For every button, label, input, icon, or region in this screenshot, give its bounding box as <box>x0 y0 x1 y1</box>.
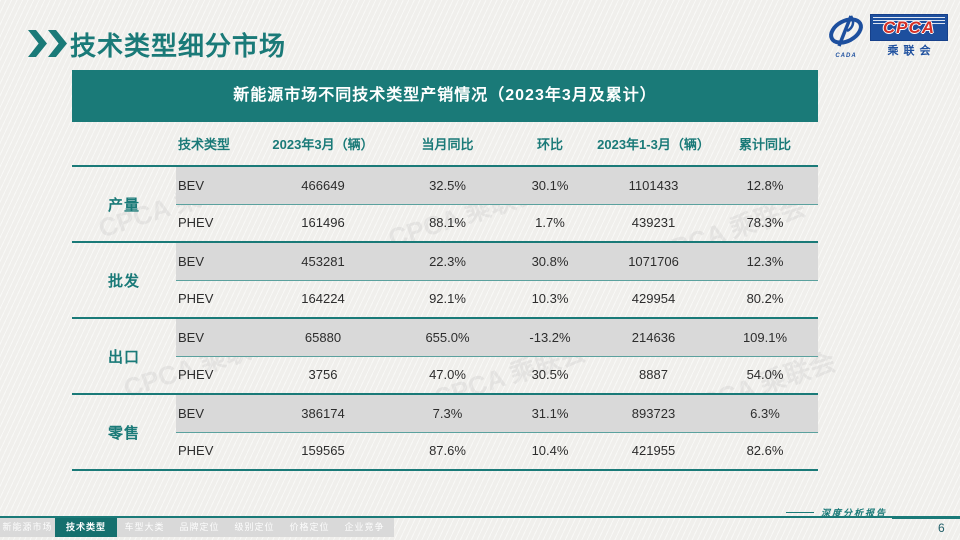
org-name-label: 乘联会 <box>887 45 936 57</box>
table-cell: 164224 <box>256 280 390 319</box>
cada-swirl-logo: CADA <box>824 14 868 59</box>
table-cell: PHEV <box>176 280 256 319</box>
table-cell: 439231 <box>595 204 712 243</box>
table-cell: 82.6% <box>712 432 818 471</box>
footer-dash-left <box>786 512 814 513</box>
nav-tab-chexing-dalei[interactable]: 车型大类 <box>124 522 165 532</box>
nav-tab-jishu-leixing[interactable]: 技术类型 <box>55 518 117 537</box>
cpca-logo: CADA CPCA 乘联会 <box>824 14 948 64</box>
table-row: 零售 BEV 386174 7.3% 31.1% 893723 6.3% <box>72 394 818 471</box>
table-cell: BEV <box>176 318 256 357</box>
table-cell: 159565 <box>256 432 390 471</box>
table-cell: PHEV <box>176 356 256 395</box>
table-cell: 6.3% <box>712 394 818 433</box>
table-cell: 30.5% <box>505 356 595 395</box>
table-cell: -13.2% <box>505 318 595 357</box>
table-header-cell <box>72 122 176 167</box>
table-row: PHEV 159565 87.6% 10.4% 421955 82.6% <box>72 432 818 471</box>
table-cell: 65880 <box>256 318 390 357</box>
table-title: 新能源市场不同技术类型产销情况（2023年3月及累计） <box>72 70 818 122</box>
section-nav-bar: 新能源市场 技术类型 车型大类 品牌定位 级别定位 价格定位 企业竞争 <box>0 518 394 537</box>
chevron-right-icon <box>48 30 67 57</box>
swirl-icon <box>829 15 863 47</box>
nav-tab-jiage-dingwei[interactable]: 价格定位 <box>289 522 330 532</box>
table-cell: PHEV <box>176 204 256 243</box>
table-cell: PHEV <box>176 432 256 471</box>
row-group-label: 零售 <box>72 394 176 471</box>
table-cell: 30.8% <box>505 242 595 281</box>
table-cell: 30.1% <box>505 166 595 205</box>
table-cell: 1101433 <box>595 166 712 205</box>
row-group-label: 产量 <box>72 166 176 243</box>
table-cell: 161496 <box>256 204 390 243</box>
table-row: PHEV 3756 47.0% 30.5% 8887 54.0% <box>72 356 818 395</box>
cpca-badge: CPCA <box>870 14 948 41</box>
table-cell: 3756 <box>256 356 390 395</box>
page-number: 6 <box>938 521 945 535</box>
table-header-row: 技术类型 2023年3月（辆） 当月同比 环比 2023年1-3月（辆） 累计同… <box>72 122 818 167</box>
table-cell: 429954 <box>595 280 712 319</box>
table-cell: 47.0% <box>390 356 505 395</box>
footer-divider <box>0 516 960 518</box>
table-row: 产量 BEV 466649 32.5% 30.1% 1101433 12.8% <box>72 166 818 243</box>
table-cell: 10.4% <box>505 432 595 471</box>
table-cell: 12.8% <box>712 166 818 205</box>
page-title: 技术类型细分市场 <box>70 31 287 61</box>
table-cell: 1071706 <box>595 242 712 281</box>
table-row: 批发 BEV 453281 22.3% 30.8% 1071706 12.3% <box>72 242 818 319</box>
table-cell: BEV <box>176 242 256 281</box>
table-cell: 655.0% <box>390 318 505 357</box>
table-cell: 10.3% <box>505 280 595 319</box>
table-cell: 32.5% <box>390 166 505 205</box>
table-cell: 31.1% <box>505 394 595 433</box>
footer-dash-right <box>892 518 960 519</box>
table-cell: 109.1% <box>712 318 818 357</box>
row-group-label: 批发 <box>72 242 176 319</box>
table-header-cell: 环比 <box>505 122 595 167</box>
table-header-cell: 累计同比 <box>712 122 818 167</box>
table-cell: 1.7% <box>505 204 595 243</box>
table-header-cell: 技术类型 <box>176 122 256 167</box>
table-header-cell: 2023年3月（辆） <box>256 122 390 167</box>
table-cell: BEV <box>176 394 256 433</box>
table-cell: 88.1% <box>390 204 505 243</box>
table-cell: 12.3% <box>712 242 818 281</box>
table-cell: 22.3% <box>390 242 505 281</box>
chevron-right-icon <box>28 30 47 57</box>
technology-type-table: 技术类型 2023年3月（辆） 当月同比 环比 2023年1-3月（辆） 累计同… <box>72 122 818 471</box>
table-cell: 87.6% <box>390 432 505 471</box>
data-table-section: 新能源市场不同技术类型产销情况（2023年3月及累计） 技术类型 2023年3月… <box>72 70 818 471</box>
table-header-cell: 当月同比 <box>390 122 505 167</box>
cpca-label: CPCA <box>882 17 936 37</box>
table-header-cell: 2023年1-3月（辆） <box>595 122 712 167</box>
table-row: PHEV 161496 88.1% 1.7% 439231 78.3% <box>72 204 818 243</box>
table-cell: BEV <box>176 166 256 205</box>
table-cell: 92.1% <box>390 280 505 319</box>
table-cell: 466649 <box>256 166 390 205</box>
nav-tab-qiye-jingzheng[interactable]: 企业竞争 <box>344 522 385 532</box>
title-chevrons-icon <box>28 30 68 57</box>
table-cell: 54.0% <box>712 356 818 395</box>
table-cell: 80.2% <box>712 280 818 319</box>
table-cell: 453281 <box>256 242 390 281</box>
table-cell: 8887 <box>595 356 712 395</box>
table-cell: 421955 <box>595 432 712 471</box>
table-cell: 386174 <box>256 394 390 433</box>
table-row: PHEV 164224 92.1% 10.3% 429954 80.2% <box>72 280 818 319</box>
table-cell: 214636 <box>595 318 712 357</box>
nav-tab-xinnengyuan-shichang[interactable]: 新能源市场 <box>2 522 53 532</box>
footer-note: 深度分析报告 <box>821 509 888 519</box>
stripes-decoration <box>873 17 945 25</box>
row-group-label: 出口 <box>72 318 176 395</box>
table-cell: 7.3% <box>390 394 505 433</box>
cada-label: CADA <box>835 53 857 59</box>
nav-tab-pinpai-dingwei[interactable]: 品牌定位 <box>179 522 220 532</box>
table-row: 出口 BEV 65880 655.0% -13.2% 214636 109.1% <box>72 318 818 395</box>
nav-tab-jibie-dingwei[interactable]: 级别定位 <box>234 522 275 532</box>
table-cell: 893723 <box>595 394 712 433</box>
table-cell: 78.3% <box>712 204 818 243</box>
